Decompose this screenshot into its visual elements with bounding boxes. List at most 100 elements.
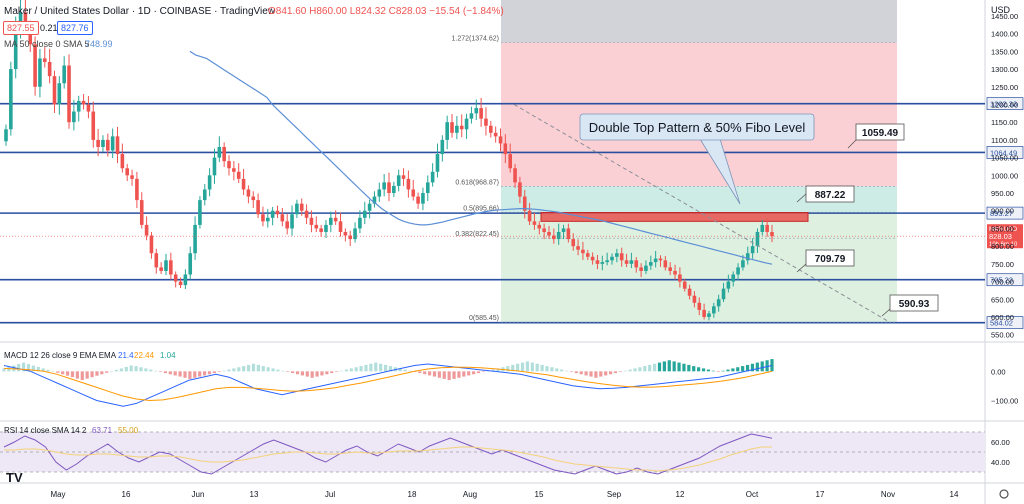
macd-histogram-bar — [305, 371, 309, 377]
x-tick-label: 15 — [535, 490, 544, 499]
candle-body — [246, 189, 251, 197]
macd-histogram-bar — [741, 366, 745, 372]
macd-histogram-bar — [535, 363, 539, 372]
candle-body — [464, 118, 469, 130]
candle-body — [707, 313, 711, 317]
x-tick-label: May — [50, 490, 65, 499]
candle-body — [4, 129, 8, 142]
macd-histogram-bar — [520, 362, 525, 372]
macd-histogram-bar — [70, 371, 75, 378]
macd-histogram-bar — [237, 367, 241, 372]
candle-body — [576, 246, 580, 250]
candle-body — [212, 157, 217, 176]
price-callout-text: 590.93 — [899, 299, 930, 310]
candle-body — [57, 83, 62, 105]
candle-body — [615, 253, 619, 257]
candle-body — [188, 253, 193, 275]
candle-body — [91, 111, 96, 140]
candle-body — [377, 189, 382, 197]
macd-histogram-bar — [432, 371, 437, 377]
candle-body — [595, 260, 600, 264]
macd-histogram-bar — [452, 371, 456, 379]
macd-histogram-bar — [525, 361, 530, 372]
macd-histogram-bar — [442, 371, 446, 379]
x-tick-label: Sep — [607, 490, 622, 499]
candle-body — [348, 235, 353, 240]
y-tick-label: 900.00 — [991, 207, 1014, 216]
candle-body — [387, 182, 391, 194]
macd-histogram-bar — [687, 364, 691, 372]
level-price-tag — [986, 316, 1024, 329]
macd-histogram-bar — [770, 359, 774, 372]
countdown-text: 10h 6m 10 — [989, 242, 1018, 248]
level-price-text: 1064.49 — [990, 148, 1017, 157]
candle-body — [139, 200, 144, 225]
x-tick-label: Nov — [881, 490, 895, 499]
macd-histogram-bar — [286, 371, 290, 372]
candle-body — [673, 270, 677, 275]
macd-histogram-bar — [183, 371, 187, 378]
price-callout-box — [855, 123, 905, 141]
candle-body — [406, 178, 411, 190]
candle-body — [648, 262, 653, 266]
macd-histogram-bar — [359, 366, 363, 372]
candle-body — [290, 214, 294, 229]
candle-body — [101, 139, 105, 147]
macd-histogram-bar — [398, 368, 402, 372]
macd-histogram-bar — [315, 371, 319, 377]
sell-price-box[interactable]: 827.55 — [3, 21, 39, 35]
last-price-tag — [987, 224, 1023, 249]
candle-body — [605, 260, 609, 263]
macd-y-tick: −100.00 — [991, 397, 1018, 406]
candle-body — [76, 100, 81, 112]
macd-histogram-bar — [569, 371, 574, 372]
macd-histogram-bar — [491, 369, 495, 372]
macd-histogram-bar — [594, 371, 598, 378]
x-tick-label: 13 — [250, 490, 259, 499]
candle-body — [295, 203, 299, 215]
macd-histogram-bar — [335, 371, 339, 372]
macd-histogram-bar — [706, 369, 711, 372]
candle-body — [581, 249, 585, 254]
candle-body — [435, 154, 440, 172]
macd-histogram-bar — [173, 371, 177, 376]
candle-body — [537, 224, 542, 229]
candle-body — [556, 231, 561, 240]
macd-histogram-bar — [437, 371, 441, 378]
macd-histogram-bar — [506, 366, 510, 372]
x-tick-label: Oct — [746, 490, 759, 499]
candle-body — [217, 146, 222, 158]
candle-body — [130, 175, 134, 179]
macd-histogram-bar — [662, 361, 666, 372]
candle-body — [455, 125, 459, 133]
price-callout-box — [805, 249, 855, 267]
macd-histogram-bar — [26, 364, 31, 372]
fib-level-label: 0.382(822.45) — [455, 231, 499, 238]
candle-body — [629, 260, 634, 264]
candle-body — [144, 224, 149, 236]
candle-body — [765, 224, 769, 232]
macd-histogram-bar — [281, 370, 285, 372]
candle-body — [445, 122, 449, 140]
candle-body — [72, 111, 76, 123]
macd-histogram-bar — [291, 371, 295, 374]
buy-price-box[interactable]: 827.76 — [57, 21, 93, 35]
y-tick-label: 550.00 — [991, 331, 1014, 340]
macd-histogram-bar — [677, 362, 681, 372]
macd-histogram-bar — [418, 371, 422, 374]
candle-body — [527, 210, 532, 222]
macd-histogram-bar — [21, 362, 26, 372]
candle-body — [62, 65, 66, 84]
macd-histogram-bar — [633, 368, 637, 372]
candle-body — [518, 182, 522, 197]
candle-body — [382, 182, 386, 190]
candle-body — [590, 256, 595, 261]
candle-body — [67, 65, 71, 123]
candle-body — [81, 100, 86, 105]
candle-body — [241, 178, 246, 190]
candle-body — [571, 239, 576, 247]
macd-hist-value: 1.04 — [160, 351, 176, 360]
candle-body — [401, 175, 406, 179]
candle-body — [542, 228, 546, 232]
